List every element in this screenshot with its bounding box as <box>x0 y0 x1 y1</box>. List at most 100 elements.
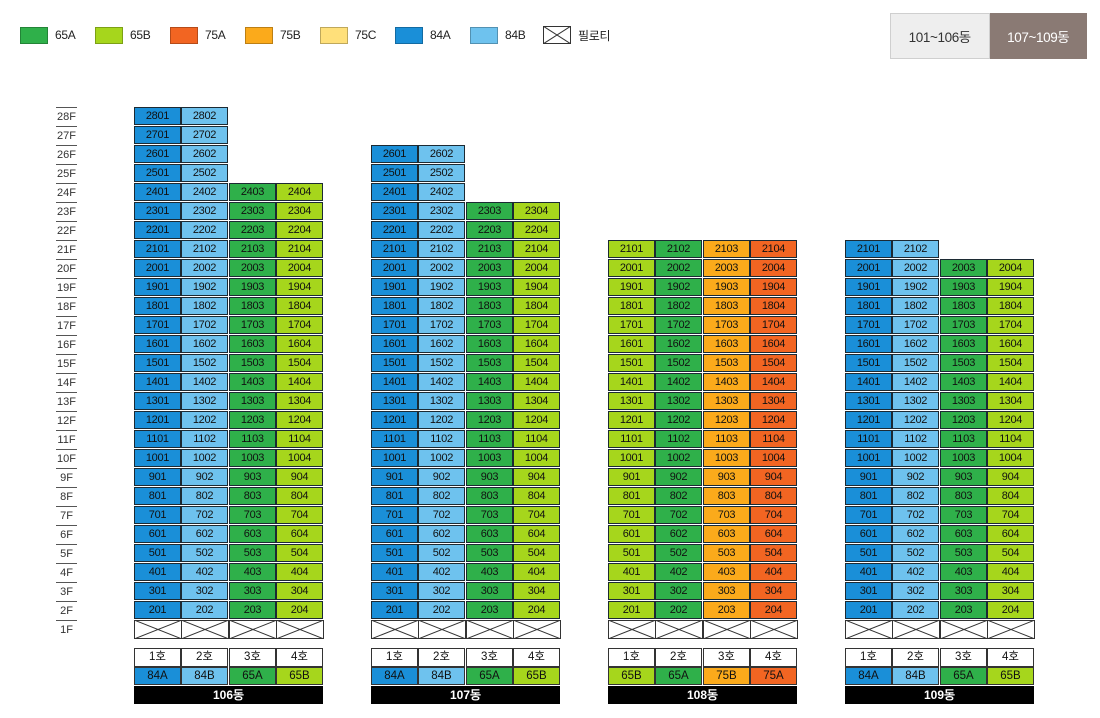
unit-cell[interactable]: 1101 <box>134 430 181 448</box>
unit-cell[interactable]: 501 <box>845 544 892 562</box>
unit-cell[interactable]: 701 <box>608 506 655 524</box>
unit-cell[interactable]: 2104 <box>276 240 323 258</box>
unit-cell[interactable]: 2304 <box>276 202 323 220</box>
unit-cell[interactable]: 1503 <box>466 354 513 372</box>
unit-cell[interactable]: 304 <box>987 582 1034 600</box>
unit-cell[interactable]: 1802 <box>181 297 228 315</box>
unit-cell[interactable]: 1402 <box>655 373 702 391</box>
unit-cell[interactable]: 2101 <box>134 240 181 258</box>
unit-cell[interactable]: 302 <box>892 582 939 600</box>
unit-cell[interactable]: 2204 <box>513 221 560 239</box>
unit-cell[interactable]: 2102 <box>418 240 465 258</box>
unit-cell[interactable]: 2602 <box>181 145 228 163</box>
unit-cell[interactable]: 2401 <box>134 183 181 201</box>
unit-cell[interactable]: 403 <box>703 563 750 581</box>
unit-cell[interactable]: 1703 <box>229 316 276 334</box>
unit-cell[interactable]: 1003 <box>940 449 987 467</box>
unit-cell[interactable]: 904 <box>987 468 1034 486</box>
unit-cell[interactable]: 1904 <box>276 278 323 296</box>
unit-cell[interactable]: 1202 <box>181 411 228 429</box>
unit-cell[interactable]: 1601 <box>371 335 418 353</box>
unit-cell[interactable]: 301 <box>845 582 892 600</box>
unit-cell[interactable]: 2502 <box>181 164 228 182</box>
unit-cell[interactable]: 2103 <box>703 240 750 258</box>
unit-cell[interactable]: 1301 <box>134 392 181 410</box>
unit-cell[interactable]: 202 <box>655 601 702 619</box>
unit-cell[interactable]: 1204 <box>987 411 1034 429</box>
unit-cell[interactable]: 302 <box>181 582 228 600</box>
unit-cell[interactable]: 1302 <box>418 392 465 410</box>
unit-cell[interactable]: 2302 <box>181 202 228 220</box>
unit-cell[interactable]: 204 <box>513 601 560 619</box>
unit-cell[interactable]: 903 <box>703 468 750 486</box>
unit-cell[interactable]: 1604 <box>987 335 1034 353</box>
unit-cell[interactable]: 1703 <box>466 316 513 334</box>
unit-cell[interactable]: 404 <box>750 563 797 581</box>
unit-cell[interactable]: 1702 <box>892 316 939 334</box>
unit-cell[interactable]: 703 <box>466 506 513 524</box>
unit-cell[interactable]: 1404 <box>276 373 323 391</box>
unit-cell[interactable]: 1102 <box>892 430 939 448</box>
unit-cell[interactable]: 702 <box>418 506 465 524</box>
unit-cell[interactable]: 1801 <box>608 297 655 315</box>
unit-cell[interactable]: 2001 <box>608 259 655 277</box>
unit-cell[interactable]: 801 <box>134 487 181 505</box>
unit-cell[interactable]: 1704 <box>513 316 560 334</box>
unit-cell[interactable]: 1303 <box>940 392 987 410</box>
unit-cell[interactable]: 404 <box>276 563 323 581</box>
unit-cell[interactable]: 403 <box>229 563 276 581</box>
unit-cell[interactable]: 201 <box>134 601 181 619</box>
unit-cell[interactable]: 501 <box>371 544 418 562</box>
unit-cell[interactable]: 202 <box>418 601 465 619</box>
unit-cell[interactable]: 1602 <box>418 335 465 353</box>
unit-cell[interactable]: 404 <box>513 563 560 581</box>
unit-cell[interactable]: 303 <box>229 582 276 600</box>
unit-cell[interactable]: 1201 <box>371 411 418 429</box>
unit-cell[interactable]: 802 <box>418 487 465 505</box>
unit-cell[interactable]: 601 <box>845 525 892 543</box>
unit-cell[interactable]: 903 <box>466 468 513 486</box>
unit-cell[interactable]: 1102 <box>655 430 702 448</box>
unit-cell[interactable]: 904 <box>513 468 560 486</box>
unit-cell[interactable]: 302 <box>418 582 465 600</box>
unit-cell[interactable]: 802 <box>655 487 702 505</box>
unit-cell[interactable]: 1203 <box>466 411 513 429</box>
unit-cell[interactable]: 2702 <box>181 126 228 144</box>
unit-cell[interactable]: 1203 <box>703 411 750 429</box>
unit-cell[interactable]: 802 <box>181 487 228 505</box>
unit-cell[interactable]: 1903 <box>940 278 987 296</box>
unit-cell[interactable]: 1701 <box>845 316 892 334</box>
unit-cell[interactable]: 702 <box>181 506 228 524</box>
unit-cell[interactable]: 2102 <box>892 240 939 258</box>
unit-cell[interactable]: 704 <box>750 506 797 524</box>
unit-cell[interactable]: 2002 <box>655 259 702 277</box>
unit-cell[interactable]: 1803 <box>229 297 276 315</box>
unit-cell[interactable]: 1303 <box>466 392 513 410</box>
unit-cell[interactable]: 902 <box>892 468 939 486</box>
unit-cell[interactable]: 2303 <box>229 202 276 220</box>
unit-cell[interactable]: 1302 <box>892 392 939 410</box>
unit-cell[interactable]: 1501 <box>134 354 181 372</box>
unit-cell[interactable]: 402 <box>655 563 702 581</box>
unit-cell[interactable]: 2602 <box>418 145 465 163</box>
unit-cell[interactable]: 2304 <box>513 202 560 220</box>
unit-cell[interactable]: 1201 <box>134 411 181 429</box>
unit-cell[interactable]: 904 <box>750 468 797 486</box>
unit-cell[interactable]: 1901 <box>134 278 181 296</box>
unit-cell[interactable]: 1303 <box>229 392 276 410</box>
unit-cell[interactable]: 2301 <box>134 202 181 220</box>
unit-cell[interactable]: 204 <box>276 601 323 619</box>
unit-cell[interactable]: 401 <box>845 563 892 581</box>
unit-cell[interactable]: 1604 <box>276 335 323 353</box>
unit-cell[interactable]: 1904 <box>513 278 560 296</box>
unit-cell[interactable]: 503 <box>940 544 987 562</box>
unit-cell[interactable]: 203 <box>229 601 276 619</box>
unit-cell[interactable]: 602 <box>655 525 702 543</box>
unit-cell[interactable]: 201 <box>845 601 892 619</box>
unit-cell[interactable]: 203 <box>940 601 987 619</box>
unit-cell[interactable]: 302 <box>655 582 702 600</box>
unit-cell[interactable]: 1502 <box>892 354 939 372</box>
tab-107-109[interactable]: 107~109동 <box>989 13 1087 59</box>
unit-cell[interactable]: 1101 <box>371 430 418 448</box>
unit-cell[interactable]: 604 <box>750 525 797 543</box>
